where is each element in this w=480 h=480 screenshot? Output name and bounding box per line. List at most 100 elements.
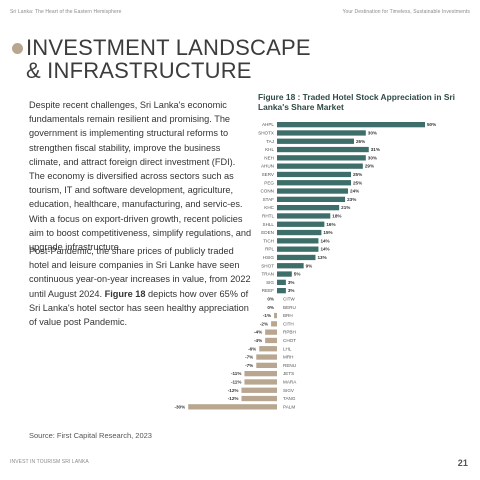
value-label-tran: 5% — [294, 272, 301, 277]
value-label-chot: -4% — [254, 338, 262, 343]
bar-palm — [188, 404, 277, 410]
body-paragraph-2: Post-Pandemic, the share prices of publi… — [29, 244, 253, 329]
category-label-staf: STAF — [263, 197, 275, 202]
value-label-peg: 25% — [353, 180, 362, 185]
value-label-palm: -30% — [174, 404, 185, 409]
category-label-mara: MARA — [283, 380, 297, 385]
category-label-serv: SERV — [262, 172, 275, 177]
header-left: Sri Lanka: The Heart of the Eastern Hemi… — [10, 9, 122, 15]
bar-eden — [277, 229, 322, 236]
bar-rpl — [277, 246, 319, 252]
category-label-reef: REEF — [262, 288, 274, 293]
bar-shll — [277, 221, 325, 227]
body-paragraph-1: Despite recent challenges, Sri Lanka's e… — [29, 100, 252, 253]
category-label-mrh: MRH — [283, 355, 293, 360]
category-label-rpl: RPL — [265, 247, 274, 252]
bar-hsig — [277, 254, 316, 261]
value-label-cith: -2% — [260, 321, 268, 326]
bar-mrh — [256, 354, 277, 360]
value-label-rpbh: -4% — [254, 330, 262, 335]
value-label-lhl: -6% — [248, 346, 256, 351]
footer-left: Invest in Tourism Sri Lanka — [10, 459, 89, 465]
page-title-line2: & INFRASTRUCTURE — [26, 58, 252, 83]
category-label-tich: TICH — [263, 238, 274, 243]
value-label-neh: 30% — [368, 155, 377, 160]
chart-title: Figure 18 : Traded Hotel Stock Appreciat… — [258, 92, 456, 112]
category-label-shotx: SHOTX — [258, 131, 274, 136]
bar-ahpl — [277, 122, 425, 128]
value-label-tich: 14% — [320, 238, 329, 243]
value-label-mara: -11% — [231, 380, 241, 385]
category-label-beru: BERU — [283, 305, 296, 310]
bar-lhl — [259, 346, 277, 352]
value-label-ahpl: 50% — [427, 122, 436, 127]
category-label-rpbh: RPBH — [283, 330, 296, 335]
bar-jets — [244, 371, 277, 377]
category-label-jets: JETS — [283, 371, 294, 376]
value-label-serv: 25% — [353, 172, 362, 177]
bar-tang — [241, 395, 277, 402]
bar-mara — [244, 379, 277, 385]
value-label-shll: 16% — [326, 222, 335, 227]
value-label-mrh: -7% — [245, 355, 253, 360]
bar-khc — [277, 205, 340, 211]
bar-brh — [274, 312, 277, 319]
category-label-peg: PEG — [264, 180, 274, 185]
bar-chot — [265, 337, 277, 344]
bar-sigv — [241, 387, 277, 393]
category-label-taj: TAJ — [266, 139, 274, 144]
category-label-ahun: AHUN — [261, 164, 274, 169]
value-label-ahun: 29% — [365, 164, 374, 169]
category-label-citw: CITW — [283, 297, 295, 302]
bar-renu — [256, 362, 277, 368]
bar-neh — [277, 155, 366, 161]
value-label-sigv: -12% — [228, 388, 239, 393]
category-label-renu: RENU — [283, 363, 296, 368]
bar-staf — [277, 196, 346, 202]
category-label-ahpl: AHPL — [262, 122, 274, 127]
bar-serv — [277, 171, 351, 178]
body-paragraph-2-text-b: depicts how over 65% of Sri Lanka's hote… — [29, 288, 249, 328]
source-note: Source: First Capital Research, 2023 — [29, 431, 152, 440]
category-label-neh: NEH — [264, 155, 274, 160]
bar-tran — [277, 271, 292, 277]
bar-peg — [277, 180, 351, 186]
category-label-lhl: LHL — [283, 346, 292, 351]
bar-taj — [277, 138, 354, 144]
category-label-tran: TRAN — [261, 272, 274, 277]
value-label-khl: 31% — [371, 147, 380, 152]
value-label-khc: 21% — [341, 205, 350, 210]
bar-tich — [277, 238, 319, 244]
value-label-staf: 23% — [347, 197, 356, 202]
value-label-hsig: 13% — [317, 255, 326, 260]
value-label-reef: 3% — [288, 288, 295, 293]
category-label-eden: EDEN — [261, 230, 274, 235]
figure-reference: Figure 18 — [104, 288, 146, 299]
bar-rpbh — [265, 329, 277, 335]
category-label-shot: SHOT — [261, 263, 274, 268]
category-label-sig: SIG — [266, 280, 274, 285]
bar-conn — [277, 188, 349, 194]
bar-khl — [277, 146, 369, 153]
category-label-cith: CITH — [283, 321, 294, 326]
value-label-rpl: 14% — [320, 247, 329, 252]
page-title-line1: INVESTMENT LANDSCAPE — [26, 35, 311, 60]
category-label-khl: KHL — [265, 147, 274, 152]
value-label-sig: 3% — [288, 280, 295, 285]
bar-rhtl — [277, 213, 331, 219]
value-label-eden: 15% — [323, 230, 332, 235]
header-right: Your Destination for Timeless, Sustainab… — [342, 9, 470, 15]
page-title: INVESTMENT LANDSCAPE & INFRASTRUCTURE — [26, 36, 311, 82]
bar-shot — [277, 263, 304, 269]
category-label-palm: PALM — [283, 404, 295, 409]
value-label-renu: -7% — [245, 363, 253, 368]
category-label-rhtl: RHTL — [262, 214, 274, 219]
value-label-jets: -11% — [231, 371, 241, 376]
value-label-brh: -1% — [263, 313, 271, 318]
value-label-conn: 24% — [350, 189, 359, 194]
bullet-dot-icon — [12, 43, 23, 54]
value-label-shot: 9% — [306, 263, 313, 268]
value-label-tang: -12% — [228, 396, 239, 401]
bar-cith — [271, 321, 277, 327]
category-label-hsig: HSIG — [263, 255, 275, 260]
